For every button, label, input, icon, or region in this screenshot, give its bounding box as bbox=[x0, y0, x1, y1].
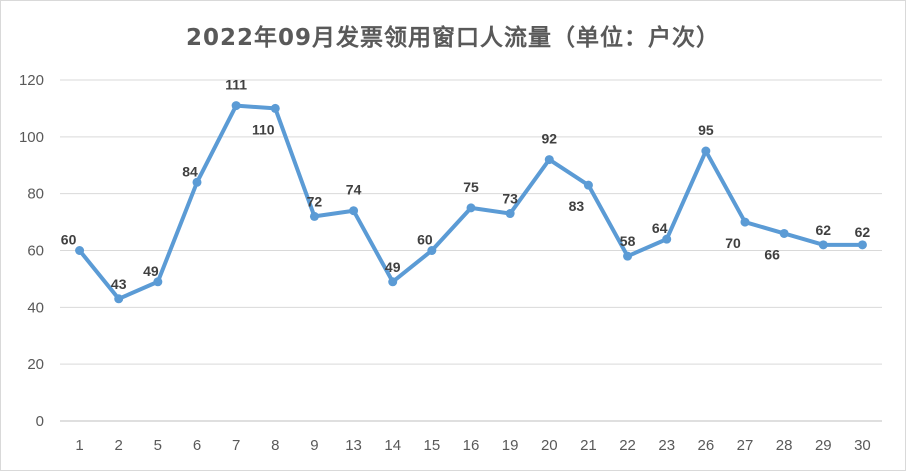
data-point bbox=[662, 234, 672, 244]
data-point bbox=[309, 211, 319, 221]
x-tick-label: 13 bbox=[345, 437, 362, 454]
data-label: 66 bbox=[764, 246, 780, 262]
y-tick-label: 100 bbox=[19, 129, 44, 146]
data-point bbox=[270, 103, 280, 113]
data-label: 72 bbox=[307, 193, 323, 209]
data-point bbox=[388, 277, 398, 287]
data-point bbox=[231, 101, 241, 111]
x-tick-label: 15 bbox=[424, 437, 441, 454]
data-point bbox=[544, 155, 554, 165]
gridlines bbox=[60, 79, 882, 422]
data-label: 49 bbox=[143, 263, 159, 279]
data-point bbox=[818, 240, 828, 250]
data-point bbox=[701, 146, 711, 156]
y-tick-label: 0 bbox=[36, 413, 44, 430]
data-label: 95 bbox=[698, 122, 714, 138]
x-tick-label: 26 bbox=[698, 437, 715, 454]
x-tick-label: 16 bbox=[463, 437, 480, 454]
data-label: 64 bbox=[652, 220, 668, 236]
data-label: 110 bbox=[252, 121, 275, 137]
data-point bbox=[466, 203, 476, 213]
y-tick-label: 40 bbox=[27, 299, 44, 316]
y-axis-ticks: 0 20 40 60 80 100 120 bbox=[19, 72, 44, 430]
x-tick-label: 23 bbox=[658, 437, 675, 454]
data-labels: 60 43 49 84 111 110 72 74 49 60 75 73 92 83 58 64 95 70 66… bbox=[61, 77, 871, 292]
data-point bbox=[583, 180, 593, 190]
data-point bbox=[857, 240, 867, 250]
data-point bbox=[114, 294, 124, 304]
x-tick-label: 5 bbox=[154, 437, 162, 454]
series-line-layer bbox=[77, 103, 865, 301]
data-point bbox=[623, 251, 633, 261]
data-label: 111 bbox=[225, 77, 247, 93]
data-point bbox=[740, 217, 750, 227]
data-label: 75 bbox=[463, 179, 479, 195]
data-label: 83 bbox=[569, 198, 585, 214]
x-tick-label: 22 bbox=[619, 437, 636, 454]
data-point bbox=[349, 206, 359, 216]
x-tick-label: 9 bbox=[310, 437, 318, 454]
data-label: 62 bbox=[815, 222, 831, 238]
x-tick-label: 14 bbox=[384, 437, 401, 454]
data-label: 74 bbox=[346, 182, 362, 198]
series-line bbox=[77, 103, 865, 301]
x-tick-label: 1 bbox=[75, 437, 83, 454]
data-label: 62 bbox=[855, 224, 871, 240]
data-label: 70 bbox=[725, 235, 741, 251]
data-point bbox=[505, 209, 515, 219]
data-point bbox=[75, 246, 85, 255]
data-point bbox=[153, 277, 163, 287]
data-label: 60 bbox=[417, 232, 433, 248]
x-tick-label: 7 bbox=[232, 437, 240, 454]
data-label: 49 bbox=[385, 259, 401, 275]
data-label: 73 bbox=[502, 191, 518, 207]
data-label: 92 bbox=[541, 131, 557, 147]
x-tick-label: 29 bbox=[815, 437, 832, 454]
y-tick-label: 20 bbox=[27, 356, 44, 373]
x-tick-label: 28 bbox=[776, 437, 793, 454]
data-point bbox=[427, 246, 437, 255]
x-axis-ticks: 1 2 5 6 7 8 9 13 14 15 16 19 20 21 22 23 26 27 28 29 30 bbox=[75, 437, 870, 454]
x-tick-label: 20 bbox=[541, 437, 558, 454]
chart-title: 2022年09月发票领用窗口人流量（单位：户次） bbox=[185, 25, 721, 51]
y-tick-label: 80 bbox=[27, 186, 44, 203]
x-tick-label: 27 bbox=[737, 437, 754, 454]
data-label: 58 bbox=[620, 233, 636, 249]
data-points bbox=[75, 101, 867, 304]
x-tick-label: 30 bbox=[854, 437, 871, 454]
x-tick-label: 19 bbox=[502, 437, 519, 454]
x-tick-label: 8 bbox=[271, 437, 279, 454]
data-label: 60 bbox=[61, 232, 77, 248]
data-label: 84 bbox=[182, 163, 198, 179]
x-tick-label: 6 bbox=[193, 437, 201, 454]
y-tick-label: 60 bbox=[27, 243, 44, 260]
x-tick-label: 21 bbox=[580, 437, 597, 454]
y-tick-label: 120 bbox=[19, 72, 44, 89]
data-point bbox=[779, 228, 789, 238]
data-point bbox=[192, 177, 202, 187]
data-label: 43 bbox=[111, 276, 127, 292]
x-tick-label: 2 bbox=[115, 437, 123, 454]
